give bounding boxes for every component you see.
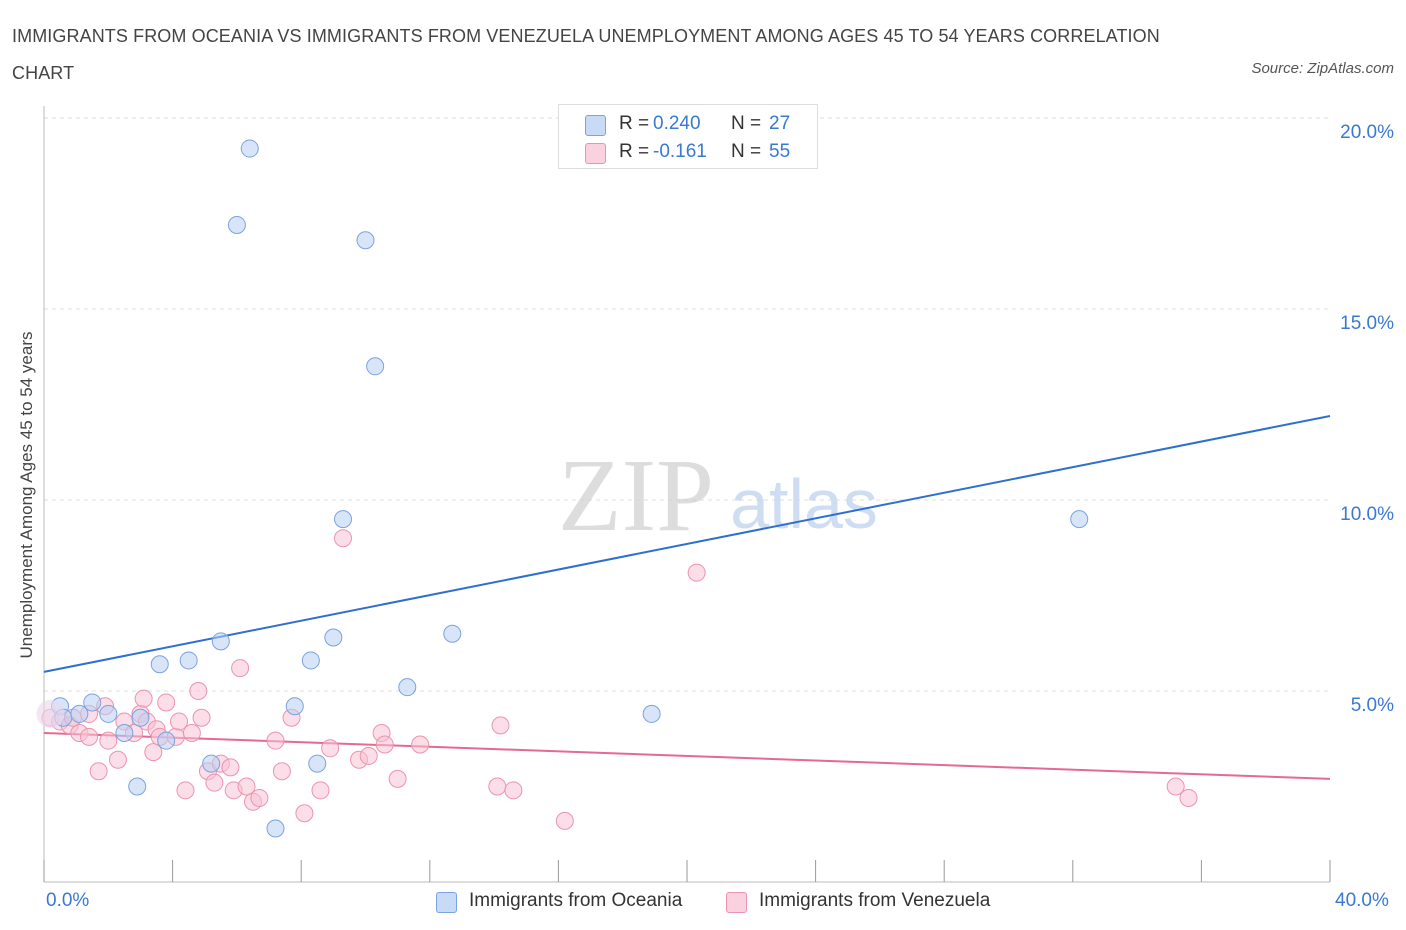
venezuela-point (266, 731, 285, 750)
venezuela-point (687, 563, 706, 582)
oceania-r-value: 0.240 (653, 113, 701, 134)
oceania-point (301, 651, 320, 670)
venezuela-point (221, 758, 240, 777)
venezuela-point (237, 777, 256, 796)
venezuela-point (134, 689, 153, 708)
venezuela-r-label: R = (619, 141, 650, 162)
venezuela-point (491, 716, 510, 735)
venezuela-point (99, 731, 118, 750)
venezuela-point (231, 659, 250, 678)
oceania-point (285, 697, 304, 716)
venezuela-point (144, 743, 163, 762)
source-label: Source: ZipAtlas.com (1251, 60, 1394, 77)
venezuela-point (375, 735, 394, 754)
venezuela-point (311, 781, 330, 800)
watermark-zip: ZIP (558, 438, 714, 553)
oceania-point (443, 624, 462, 643)
venezuela-point (555, 811, 574, 830)
data-points (36, 139, 1198, 838)
oceania-point (1070, 510, 1089, 529)
venezuela-point (272, 762, 291, 781)
legend-venezuela-label: Immigrants from Venezuela (759, 890, 991, 911)
axes (43, 106, 1331, 883)
venezuela-n-label: N = (731, 141, 762, 162)
x-tick-label-min: 0.0% (46, 890, 90, 911)
venezuela-point (192, 708, 211, 727)
oceania-point (131, 708, 150, 727)
y-tick-label: 10.0% (1340, 504, 1394, 525)
venezuela-point (1179, 788, 1198, 807)
venezuela-swatch (585, 143, 606, 164)
venezuela-point (295, 804, 314, 823)
venezuela-point (359, 746, 378, 765)
stats-box: R = 0.240 N = 27 R = -0.161 N = 55 (558, 104, 818, 169)
venezuela-point (321, 739, 340, 758)
oceania-n-value: 27 (769, 113, 791, 134)
venezuela-point (108, 750, 127, 769)
venezuela-point (157, 693, 176, 712)
venezuela-n-value: 55 (769, 141, 791, 162)
oceania-point (333, 510, 352, 529)
oceania-point (398, 678, 417, 697)
oceania-point (308, 754, 327, 773)
oceania-point (240, 139, 259, 158)
venezuela-point (189, 682, 208, 700)
legend-oceania-swatch (436, 892, 457, 913)
oceania-point (211, 632, 230, 651)
venezuela-point (411, 735, 430, 754)
oceania-point (83, 693, 102, 712)
oceania-point (150, 655, 169, 674)
trend-lines (43, 414, 1331, 780)
oceania-point (266, 819, 285, 838)
legend-venezuela-swatch (726, 892, 747, 913)
oceania-point (128, 777, 147, 796)
oceania-r-label: R = (619, 113, 650, 134)
x-tick-label-max: 40.0% (1335, 890, 1389, 911)
gridlines (44, 117, 1330, 692)
venezuela-point (205, 773, 224, 792)
oceania-point (324, 628, 343, 647)
chart-title: IMMIGRANTS FROM OCEANIA VS IMMIGRANTS FR… (12, 26, 1160, 83)
venezuela-point (80, 727, 99, 746)
oceania-trend-line (43, 414, 1331, 673)
venezuela-point (250, 788, 269, 807)
y-tick-label: 15.0% (1340, 313, 1394, 334)
y-tick-label: 20.0% (1340, 122, 1394, 143)
venezuela-trend-line (43, 732, 1331, 780)
oceania-point (115, 724, 134, 743)
oceania-point (202, 754, 221, 773)
venezuela-point (170, 712, 189, 731)
origin-cluster-point (36, 699, 65, 728)
venezuela-point (182, 724, 201, 743)
oceania-point (356, 231, 375, 250)
venezuela-r-value: -0.161 (653, 141, 707, 162)
oceania-point (366, 357, 385, 376)
oceania-point (642, 704, 661, 723)
venezuela-point (176, 781, 195, 800)
oceania-point (99, 704, 118, 723)
oceania-point (70, 704, 89, 723)
venezuela-point (504, 781, 523, 800)
y-tick-label: 5.0% (1350, 695, 1394, 716)
legend-oceania-label: Immigrants from Oceania (469, 890, 683, 911)
oceania-point (227, 215, 246, 234)
venezuela-point (488, 777, 507, 796)
venezuela-point (388, 769, 407, 788)
legend: Immigrants from Oceania Immigrants from … (0, 888, 1406, 918)
oceania-swatch (585, 115, 606, 136)
oceania-n-label: N = (731, 113, 762, 134)
oceania-point (179, 651, 198, 670)
venezuela-point (333, 529, 352, 548)
y-axis-label: Unemployment Among Ages 45 to 54 years (17, 331, 36, 659)
oceania-point (157, 731, 176, 750)
venezuela-point (89, 762, 108, 781)
venezuela-point (1166, 777, 1185, 796)
